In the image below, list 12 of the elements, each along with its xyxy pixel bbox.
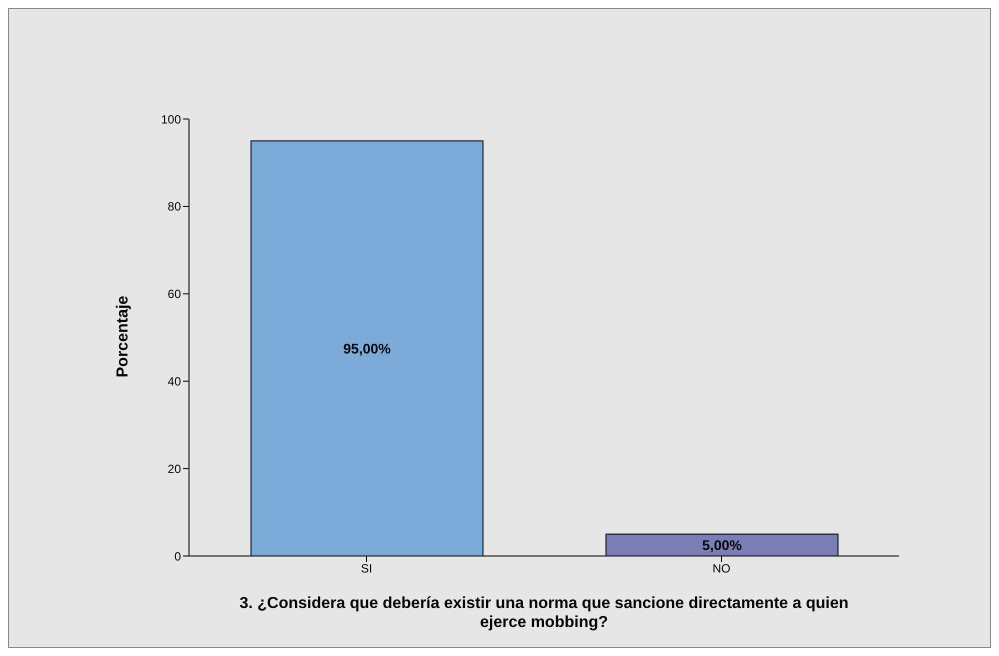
data-label: 5,00% xyxy=(702,537,742,554)
x-axis-title: 3. ¿Considera que debería existir una norma que sancione directamente a quien ejerce mobbing? xyxy=(238,594,850,632)
y-axis-title: Porcentaje xyxy=(114,296,132,378)
y-tick-label: 100 xyxy=(160,112,182,126)
x-tick-label: NO xyxy=(712,562,730,576)
y-tick-label: 0 xyxy=(174,549,182,564)
x-tick-label: SI xyxy=(360,562,372,576)
y-tick-label: 40 xyxy=(168,374,182,388)
y-tick-label: 60 xyxy=(168,287,182,302)
y-tick-label: 80 xyxy=(168,200,182,214)
y-tick-label: 20 xyxy=(168,462,182,476)
data-label: 95,00% xyxy=(343,340,392,356)
